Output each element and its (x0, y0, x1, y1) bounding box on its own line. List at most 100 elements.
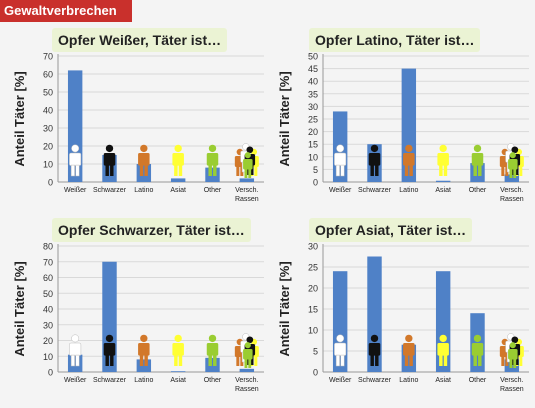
y-tick-label: 30 (308, 242, 318, 252)
asian-figure-icon (437, 144, 449, 176)
black-figure-icon (368, 144, 381, 176)
white-figure-icon (69, 334, 82, 367)
bar (332, 271, 348, 372)
other-figure-icon (206, 144, 219, 176)
x-tick-label: Weißer (64, 187, 87, 194)
y-axis-label: Anteil Täter [%] (12, 261, 27, 356)
x-tick-label: Schwarzer (93, 187, 127, 194)
asian-figure-icon (437, 334, 449, 366)
black-figure-icon (368, 334, 381, 366)
latino-figure-icon (403, 334, 415, 366)
black-figure-icon (103, 334, 116, 366)
y-tick-label: 60 (43, 273, 53, 283)
y-tick-label: 25 (308, 115, 318, 125)
x-tick-label: Other (204, 377, 222, 384)
chart-panel-victim-asian: 0 5 10 15 20 25 30 Anteil Täter [%] Weißer Schwar… (271, 214, 533, 404)
x-tick-label: Versch. Rassen (235, 377, 259, 393)
y-axis-label: Anteil Täter [%] (277, 71, 292, 166)
chart-title: Opfer Asiat, Täter ist… (309, 218, 473, 242)
x-tick-label: Other (469, 377, 487, 384)
y-tick-label: 50 (43, 88, 53, 98)
x-tick-label: Weißer (329, 187, 352, 194)
x-tick-label: Weißer (329, 377, 352, 384)
x-tick-label: Latino (399, 187, 418, 194)
x-tick-label: Weißer (64, 377, 87, 384)
other-figure-icon (206, 334, 219, 366)
bar (136, 164, 152, 182)
black-figure-icon (103, 144, 116, 176)
latino-figure-icon (403, 144, 415, 176)
y-tick-label: 45 (308, 64, 318, 74)
y-tick-label: 30 (308, 102, 318, 112)
other-figure-icon (508, 152, 518, 178)
bar (470, 163, 485, 182)
y-tick-label: 30 (43, 124, 53, 134)
other-figure-icon (471, 144, 484, 176)
x-tick-label: Versch. Rassen (500, 187, 524, 203)
y-axis-label: Anteil Täter [%] (12, 71, 27, 166)
y-tick-label: 0 (48, 178, 53, 188)
chart-panel-victim-white: 0 10 20 30 40 50 60 70 Anteil Täter [%] Weißer Sch… (6, 24, 268, 214)
chart-panel-victim-latino: 0 5 10 15 20 25 30 35 40 45 50 Anteil Täter [%] Weiß… (271, 24, 533, 214)
x-tick-label: Asiat (435, 377, 451, 384)
bar-chart: 0 10 20 30 40 50 60 70 80 Anteil Täter [%] Weißer S… (12, 242, 264, 393)
y-tick-label: 10 (308, 152, 318, 162)
other-figure-icon (243, 152, 253, 178)
latino-figure-icon (138, 334, 150, 366)
white-figure-icon (334, 334, 347, 367)
bar (239, 368, 255, 372)
bar (504, 174, 520, 182)
bar (205, 167, 220, 182)
y-tick-label: 10 (43, 160, 53, 170)
y-tick-label: 50 (308, 52, 318, 62)
bar-chart: 0 5 10 15 20 25 30 35 40 45 50 Anteil Täter [%] Weiß… (277, 52, 529, 203)
x-tick-label: Versch. Rassen (500, 377, 524, 393)
y-tick-label: 40 (43, 305, 53, 315)
chart-title: Opfer Schwarzer, Täter ist… (52, 218, 251, 242)
bar (435, 180, 451, 182)
asian-figure-icon (172, 334, 184, 366)
y-tick-label: 20 (308, 127, 318, 137)
y-tick-label: 15 (308, 140, 318, 150)
white-figure-icon (334, 144, 347, 177)
latino-figure-icon (138, 144, 150, 176)
y-tick-label: 25 (308, 263, 318, 273)
y-tick-label: 5 (313, 165, 318, 175)
x-tick-label: Latino (399, 377, 418, 384)
bar (170, 371, 186, 372)
y-tick-label: 20 (43, 142, 53, 152)
bar (205, 357, 220, 372)
x-tick-label: Schwarzer (93, 377, 127, 384)
y-tick-label: 40 (43, 106, 53, 116)
y-tick-label: 20 (308, 284, 318, 294)
x-tick-label: Other (469, 187, 487, 194)
y-tick-label: 20 (43, 336, 53, 346)
bar (170, 178, 186, 182)
other-figure-icon (243, 342, 253, 368)
bar (136, 359, 152, 372)
other-figure-icon (471, 334, 484, 366)
asian-figure-icon (172, 144, 184, 176)
chart-title: Opfer Weißer, Täter ist… (52, 28, 228, 52)
y-tick-label: 70 (43, 52, 53, 62)
x-tick-label: Asiat (435, 187, 451, 194)
x-tick-label: Schwarzer (358, 187, 392, 194)
bar-chart: 0 5 10 15 20 25 30 Anteil Täter [%] Weißer Schwar… (277, 242, 529, 393)
y-axis-label: Anteil Täter [%] (277, 261, 292, 356)
section-banner: Gewaltverbrechen (0, 0, 132, 22)
bar (239, 178, 255, 182)
x-tick-label: Latino (134, 377, 153, 384)
x-tick-label: Other (204, 187, 222, 194)
y-tick-label: 0 (313, 178, 318, 188)
other-figure-icon (508, 342, 518, 368)
y-tick-label: 0 (313, 368, 318, 378)
x-tick-label: Asiat (170, 187, 186, 194)
y-tick-label: 10 (308, 326, 318, 336)
y-tick-label: 15 (308, 305, 318, 315)
y-tick-label: 70 (43, 257, 53, 267)
y-tick-label: 80 (43, 242, 53, 252)
y-tick-label: 5 (313, 347, 318, 357)
y-tick-label: 35 (308, 89, 318, 99)
x-tick-label: Versch. Rassen (235, 187, 259, 203)
bar (435, 271, 451, 372)
